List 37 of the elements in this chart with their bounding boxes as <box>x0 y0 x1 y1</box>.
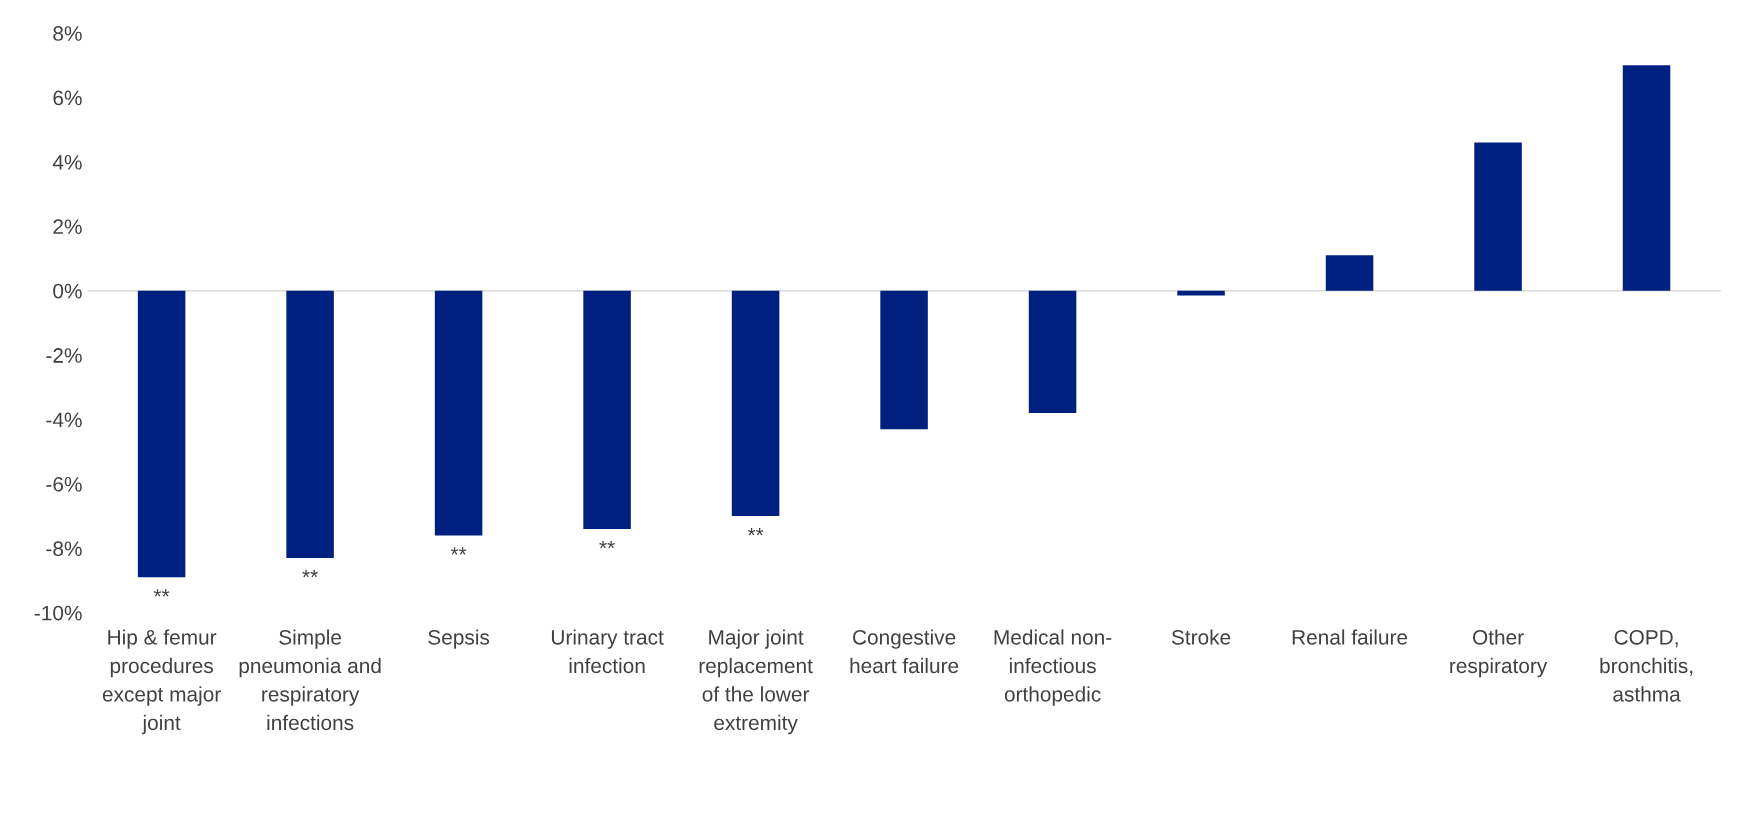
x-tick-label: Congestive heart failure <box>850 629 959 674</box>
bar <box>137 290 186 578</box>
x-tick-label: Simple pneumonia and respiratory infections <box>239 629 381 731</box>
bar <box>1474 142 1522 291</box>
bar <box>286 290 334 558</box>
y-tick-label: 2% <box>53 219 82 234</box>
y-tick-label: -8% <box>46 541 82 557</box>
x-tick-label: COPD, bronchitis, asthma <box>1600 629 1693 702</box>
y-tick-label: 4% <box>52 155 82 170</box>
bar <box>1325 255 1374 291</box>
annotation: ** <box>599 540 615 549</box>
bar <box>880 290 928 430</box>
bar <box>434 290 483 536</box>
y-tick-label: 8% <box>53 26 82 41</box>
x-tick-label: Major joint replacement of the lower extremity <box>699 629 813 735</box>
y-tick-label: 0% <box>53 283 82 299</box>
x-tick-label: Other respiratory <box>1450 629 1548 678</box>
x-tick-label: Stroke <box>1171 629 1231 645</box>
x-tick-label: Hip & femur procedures except major joint <box>102 629 221 735</box>
bar <box>1622 65 1671 291</box>
annotation: ** <box>153 589 170 597</box>
y-tick-label: -10% <box>34 605 82 621</box>
bar <box>1177 290 1225 296</box>
bar <box>583 290 631 529</box>
y-tick-label: 6% <box>53 90 82 106</box>
annotation: ** <box>450 547 467 555</box>
x-tick-label: Urinary tract infection <box>551 629 664 674</box>
bar <box>1028 290 1077 414</box>
x-tick-label: Medical non-infectious orthopedic <box>994 629 1112 706</box>
y-tick-label: -4% <box>46 412 82 428</box>
annotation: ** <box>302 569 318 578</box>
bar <box>731 290 780 517</box>
x-tick-label: Sepsis <box>428 629 490 649</box>
x-tick-label: Renal failure <box>1292 629 1408 645</box>
y-tick-label: -6% <box>46 476 82 492</box>
annotation: ** <box>747 528 764 536</box>
y-tick-label: -2% <box>46 348 82 363</box>
